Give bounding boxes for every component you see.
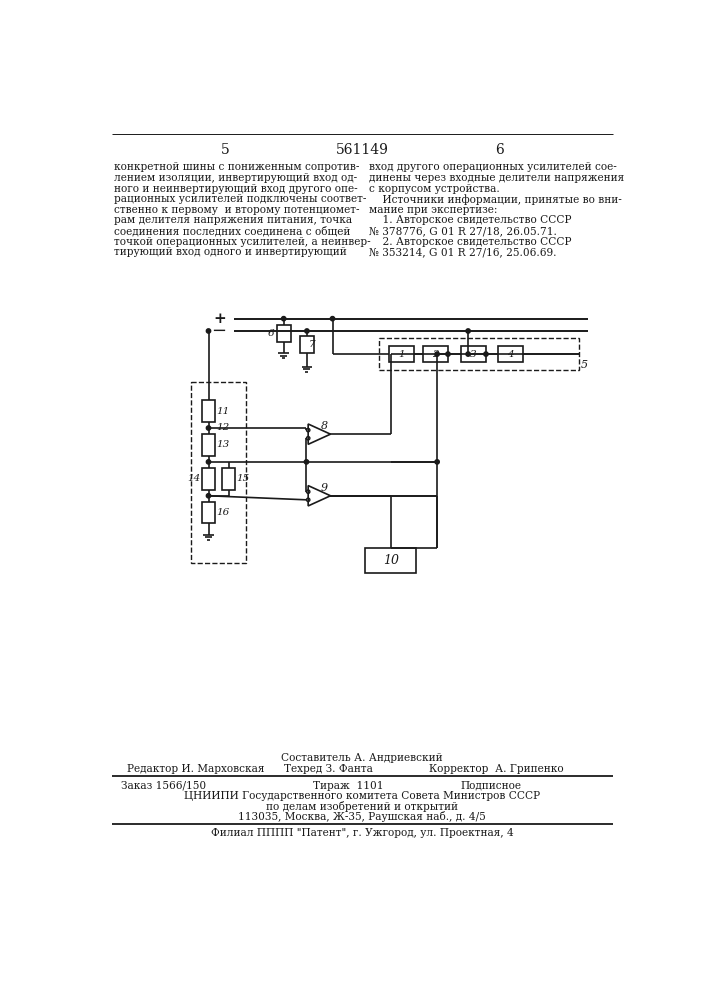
Bar — [300, 336, 314, 353]
Circle shape — [206, 426, 211, 430]
Text: 10: 10 — [382, 554, 399, 567]
Text: лением изоляции, инвертирующий вход од-: лением изоляции, инвертирующий вход од- — [114, 173, 357, 183]
Bar — [423, 346, 448, 362]
Bar — [202, 502, 215, 523]
Circle shape — [435, 460, 439, 464]
Circle shape — [330, 317, 334, 321]
Text: 2. Авторское свидетельство СССР: 2. Авторское свидетельство СССР — [369, 237, 571, 247]
Text: ственно к первому  и второму потенциомет-: ственно к первому и второму потенциомет- — [114, 205, 359, 215]
Bar — [461, 346, 486, 362]
Text: 2: 2 — [432, 350, 439, 359]
Bar — [202, 400, 215, 422]
Text: ного и неинвертирующий вход другого опе-: ного и неинвертирующий вход другого опе- — [114, 184, 358, 194]
Text: +: + — [214, 312, 226, 326]
Text: № 378776, G 01 R 27/18, 26.05.71.: № 378776, G 01 R 27/18, 26.05.71. — [369, 226, 557, 236]
Text: мание при экспертизе:: мание при экспертизе: — [369, 205, 498, 215]
Text: ЦНИИПИ Государственного комитета Совета Министров СССР: ЦНИИПИ Государственного комитета Совета … — [184, 791, 540, 801]
Text: 11: 11 — [216, 407, 230, 416]
Bar — [192, 382, 246, 563]
Circle shape — [435, 352, 439, 356]
Circle shape — [466, 329, 470, 333]
Text: 1. Авторское свидетельство СССР: 1. Авторское свидетельство СССР — [369, 215, 571, 225]
Text: 14: 14 — [187, 474, 201, 483]
Text: 3: 3 — [470, 350, 477, 359]
Bar — [389, 346, 414, 362]
Circle shape — [446, 352, 450, 356]
Text: по делам изобретений и открытий: по делам изобретений и открытий — [266, 801, 458, 812]
Bar — [202, 468, 215, 490]
Circle shape — [484, 352, 488, 356]
Text: 7: 7 — [308, 340, 315, 349]
Circle shape — [206, 329, 211, 333]
Text: 12: 12 — [216, 424, 230, 432]
Bar — [366, 548, 416, 573]
Text: Редактор И. Марховская: Редактор И. Марховская — [127, 764, 264, 774]
Text: 16: 16 — [216, 508, 230, 517]
Text: 13: 13 — [216, 440, 230, 449]
Text: Составитель А. Андриевский: Составитель А. Андриевский — [281, 753, 443, 763]
Circle shape — [206, 460, 211, 464]
Text: Тираж  1101: Тираж 1101 — [313, 781, 384, 791]
Bar — [379, 338, 579, 370]
Text: № 353214, G 01 R 27/16, 25.06.69.: № 353214, G 01 R 27/16, 25.06.69. — [369, 247, 556, 257]
Circle shape — [281, 317, 286, 321]
Text: 9: 9 — [321, 483, 328, 493]
Text: динены через входные делители напряжения: динены через входные делители напряжения — [369, 173, 624, 183]
Text: конкретной шины с пониженным сопротив-: конкретной шины с пониженным сопротив- — [114, 162, 359, 172]
Bar — [498, 346, 523, 362]
Bar — [276, 325, 291, 342]
Text: 5: 5 — [221, 143, 230, 157]
Text: Филиал ПППП "Патент", г. Ужгород, ул. Проектная, 4: Филиал ПППП "Патент", г. Ужгород, ул. Пр… — [211, 828, 513, 838]
Text: 561149: 561149 — [336, 143, 388, 157]
Text: −: − — [211, 322, 226, 340]
Text: Подписное: Подписное — [460, 781, 521, 791]
Text: 8: 8 — [321, 421, 328, 431]
Text: 15: 15 — [236, 474, 250, 483]
Circle shape — [304, 460, 309, 464]
Circle shape — [305, 329, 309, 333]
Text: 113035, Москва, Ж-35, Раушская наб., д. 4/5: 113035, Москва, Ж-35, Раушская наб., д. … — [238, 811, 486, 822]
Text: Корректор  А. Грипенко: Корректор А. Грипенко — [429, 764, 564, 774]
Bar — [202, 434, 215, 456]
Text: 1: 1 — [398, 350, 405, 359]
Bar — [223, 468, 235, 490]
Text: рам делителя напряжения питания, точка: рам делителя напряжения питания, точка — [114, 215, 352, 225]
Text: с корпусом устройства.: с корпусом устройства. — [369, 184, 500, 194]
Text: 6: 6 — [495, 143, 503, 157]
Text: вход другого операционных усилителей сое-: вход другого операционных усилителей сое… — [369, 162, 617, 172]
Text: Заказ 1566/150: Заказ 1566/150 — [121, 781, 206, 791]
Text: соединения последних соединена с общей: соединения последних соединена с общей — [114, 226, 351, 237]
Text: 5: 5 — [580, 360, 588, 370]
Text: тирующий вход одного и инвертирующий: тирующий вход одного и инвертирующий — [114, 247, 346, 257]
Circle shape — [466, 352, 470, 356]
Text: Техред З. Фанта: Техред З. Фанта — [284, 764, 373, 774]
Text: 4: 4 — [508, 350, 514, 359]
Circle shape — [206, 494, 211, 498]
Text: точкой операционных усилителей, а неинвер-: точкой операционных усилителей, а неинве… — [114, 237, 370, 247]
Text: рационных усилителей подключены соответ-: рационных усилителей подключены соответ- — [114, 194, 366, 204]
Text: Источники информации, принятые во вни-: Источники информации, принятые во вни- — [369, 194, 621, 205]
Text: 6: 6 — [268, 329, 274, 338]
